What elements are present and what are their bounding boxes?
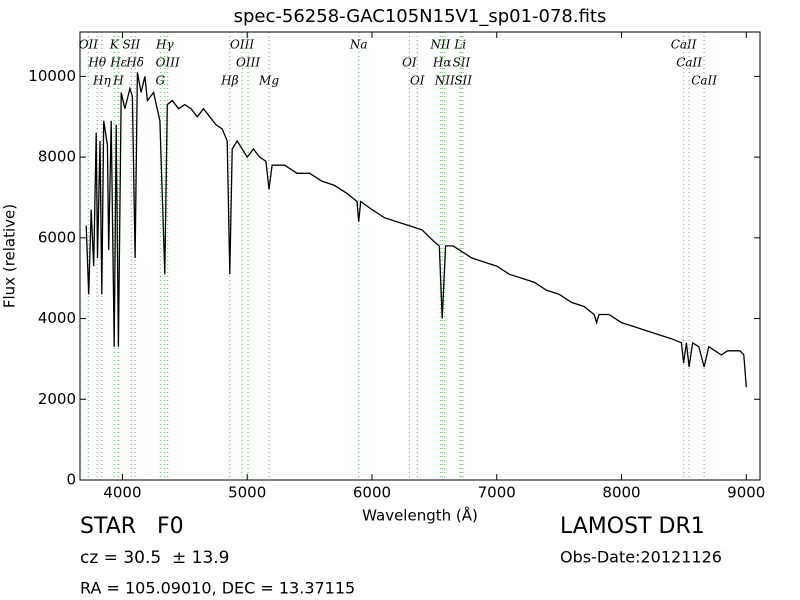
spectral-line-label: NII <box>434 74 455 88</box>
spectral-line-label: CaII <box>671 38 697 52</box>
spectral-line-label: SII <box>123 38 141 52</box>
spectral-line-label: Hγ <box>155 38 174 52</box>
x-axis-label: Wavelength (Å) <box>362 506 478 525</box>
spectral-line-label: Hδ <box>125 56 144 70</box>
spectral-line-label: Hη <box>92 74 111 88</box>
spectral-line-label: OIII <box>236 56 260 70</box>
spectral-line-label: OII <box>79 38 99 52</box>
x-tick-label: 7000 <box>478 484 516 502</box>
x-tick-label: 8000 <box>602 484 640 502</box>
spectral-line-label: Hβ <box>220 74 238 88</box>
spectrum-line <box>85 72 747 388</box>
x-tick-label: 4000 <box>103 484 141 502</box>
y-tick-label: 4000 <box>38 309 76 327</box>
y-tick-label: 2000 <box>38 390 76 408</box>
spectral-line-label: Li <box>453 38 466 52</box>
spectral-line-label: Mg <box>258 74 279 88</box>
spectral-line-label: K <box>109 38 120 52</box>
spectral-line-label: OIII <box>156 56 180 70</box>
spectral-line-label: SII <box>454 74 472 88</box>
spectral-line-label: Hε <box>109 56 127 70</box>
spectral-line-label: OIII <box>230 38 254 52</box>
x-tick-label: 6000 <box>353 484 391 502</box>
spectral-line-label: SII <box>453 56 471 70</box>
spectral-line-label: Hα <box>432 56 452 70</box>
spectral-line-label: CaII <box>676 56 702 70</box>
spectral-line-label: NII <box>429 38 450 52</box>
class-text: STAR F0 <box>80 514 184 539</box>
x-tick-label: 5000 <box>228 484 266 502</box>
x-tick-label: 9000 <box>727 484 765 502</box>
y-tick-label: 8000 <box>38 148 76 166</box>
chart-title: spec-56258-GAC105N15V1_sp01-078.fits <box>234 6 607 27</box>
spectral-line-label: H <box>112 74 124 88</box>
y-tick-label: 10000 <box>28 67 76 85</box>
spectral-line-label: Hθ <box>87 56 106 70</box>
spectral-line-label: OI <box>402 56 417 70</box>
spectral-line-label: OI <box>410 74 425 88</box>
spectral-line-label: CaII <box>691 74 717 88</box>
cz-text: cz = 30.5 ± 13.9 <box>80 548 229 568</box>
plot-frame <box>79 31 761 481</box>
spectral-line-label: Na <box>349 38 368 52</box>
y-tick-label: 6000 <box>38 228 76 246</box>
survey-text: LAMOST DR1 <box>560 514 705 539</box>
y-tick-label: 0 <box>66 471 76 489</box>
y-axis-label: Flux (relative) <box>1 204 19 308</box>
coord-text: RA = 105.09010, DEC = 13.37115 <box>80 579 355 598</box>
obs-date-text: Obs-Date:20121126 <box>560 548 722 567</box>
spectral-line-label: G <box>156 74 166 88</box>
